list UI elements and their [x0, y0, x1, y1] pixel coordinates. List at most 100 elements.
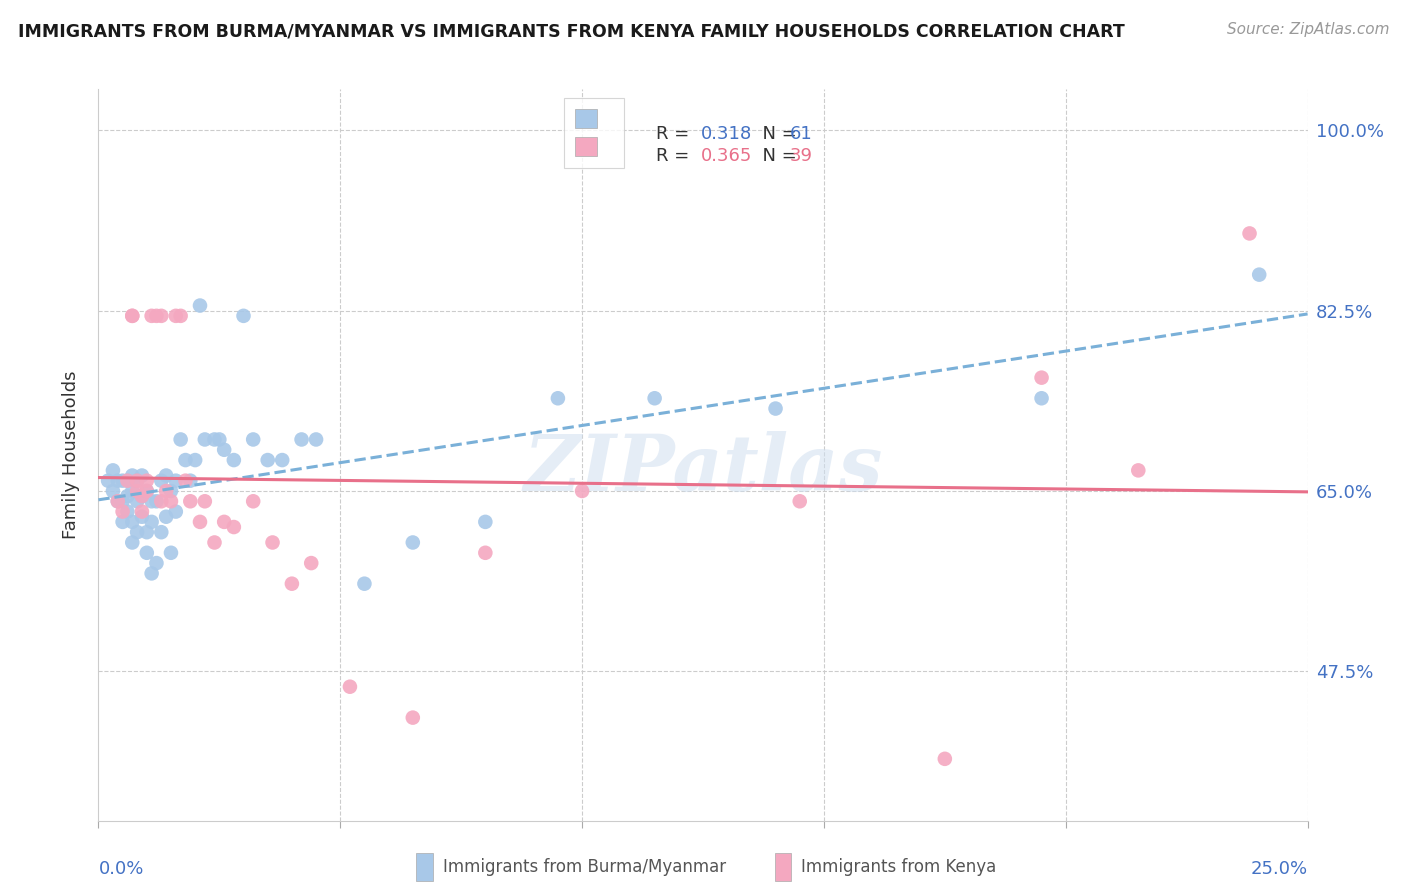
Point: [174, 474, 197, 488]
Point: [281, 576, 304, 591]
Point: [1031, 370, 1053, 384]
Point: [141, 515, 163, 529]
Y-axis label: Family Households: Family Households: [62, 371, 80, 539]
Point: [121, 535, 143, 549]
Point: [474, 546, 496, 560]
Text: IMMIGRANTS FROM BURMA/MYANMAR VS IMMIGRANTS FROM KENYA FAMILY HOUSEHOLDS CORRELA: IMMIGRANTS FROM BURMA/MYANMAR VS IMMIGRA…: [18, 22, 1125, 40]
Point: [155, 468, 177, 483]
Point: [1031, 391, 1053, 405]
Text: R =: R =: [655, 147, 695, 165]
Point: [97, 474, 120, 488]
Point: [262, 535, 284, 549]
Point: [131, 489, 153, 503]
Point: [165, 474, 187, 488]
Point: [644, 391, 666, 405]
Point: [141, 494, 163, 508]
Point: [1249, 268, 1271, 282]
Point: [256, 453, 278, 467]
Point: [339, 680, 361, 694]
Legend:  ,  : ,: [564, 98, 624, 168]
Point: [299, 556, 322, 570]
Point: [160, 546, 183, 560]
Point: [111, 494, 134, 508]
Point: [242, 433, 264, 447]
Point: [131, 509, 153, 524]
Point: [150, 494, 173, 508]
Point: [121, 309, 143, 323]
Point: [127, 494, 149, 508]
Point: [131, 505, 153, 519]
Point: [135, 483, 157, 498]
Text: Immigrants from Burma/Myanmar: Immigrants from Burma/Myanmar: [443, 858, 725, 876]
Point: [150, 309, 173, 323]
Point: [934, 752, 956, 766]
Point: [212, 515, 235, 529]
Point: [121, 309, 143, 323]
Text: N =: N =: [751, 125, 803, 143]
Point: [141, 566, 163, 581]
Point: [194, 433, 217, 447]
Text: Immigrants from Kenya: Immigrants from Kenya: [801, 858, 997, 876]
Point: [179, 474, 201, 488]
Point: [107, 474, 129, 488]
Point: [212, 442, 235, 457]
Text: 39: 39: [789, 147, 813, 165]
Point: [271, 453, 294, 467]
Point: [127, 474, 149, 488]
Point: [1128, 463, 1150, 477]
Point: [1239, 227, 1261, 241]
Point: [242, 494, 264, 508]
Point: [107, 494, 129, 508]
Point: [188, 299, 211, 313]
Point: [150, 525, 173, 540]
Point: [474, 515, 496, 529]
Point: [127, 474, 149, 488]
Point: [121, 483, 143, 498]
Point: [135, 483, 157, 498]
Point: [127, 525, 149, 540]
Point: [222, 520, 245, 534]
Point: [353, 576, 375, 591]
Point: [222, 453, 245, 467]
Point: [789, 494, 811, 508]
Point: [204, 535, 226, 549]
Point: [131, 468, 153, 483]
Point: [204, 433, 226, 447]
Text: 61: 61: [789, 125, 813, 143]
Point: [571, 483, 593, 498]
Point: [188, 515, 211, 529]
Point: [169, 309, 191, 323]
Point: [305, 433, 328, 447]
Text: ZIPatlas: ZIPatlas: [523, 432, 883, 508]
Point: [155, 483, 177, 498]
Point: [121, 468, 143, 483]
Text: 0.365: 0.365: [700, 147, 752, 165]
Text: 0.0%: 0.0%: [98, 860, 143, 878]
Point: [765, 401, 787, 416]
Text: R =: R =: [655, 125, 695, 143]
Text: Source: ZipAtlas.com: Source: ZipAtlas.com: [1226, 22, 1389, 37]
Text: N =: N =: [751, 147, 803, 165]
Point: [111, 505, 134, 519]
Point: [184, 453, 207, 467]
Point: [208, 433, 231, 447]
Point: [111, 515, 134, 529]
Point: [101, 463, 124, 477]
Point: [169, 433, 191, 447]
Point: [160, 483, 183, 498]
Text: 25.0%: 25.0%: [1250, 860, 1308, 878]
Point: [107, 494, 129, 508]
Point: [547, 391, 569, 405]
Point: [155, 509, 177, 524]
Point: [117, 474, 139, 488]
Point: [135, 525, 157, 540]
Point: [117, 474, 139, 488]
Point: [402, 711, 425, 725]
Point: [402, 535, 425, 549]
Point: [117, 505, 139, 519]
Point: [232, 309, 254, 323]
Text: 0.318: 0.318: [700, 125, 752, 143]
Point: [179, 494, 201, 508]
Point: [127, 483, 149, 498]
Point: [165, 309, 187, 323]
